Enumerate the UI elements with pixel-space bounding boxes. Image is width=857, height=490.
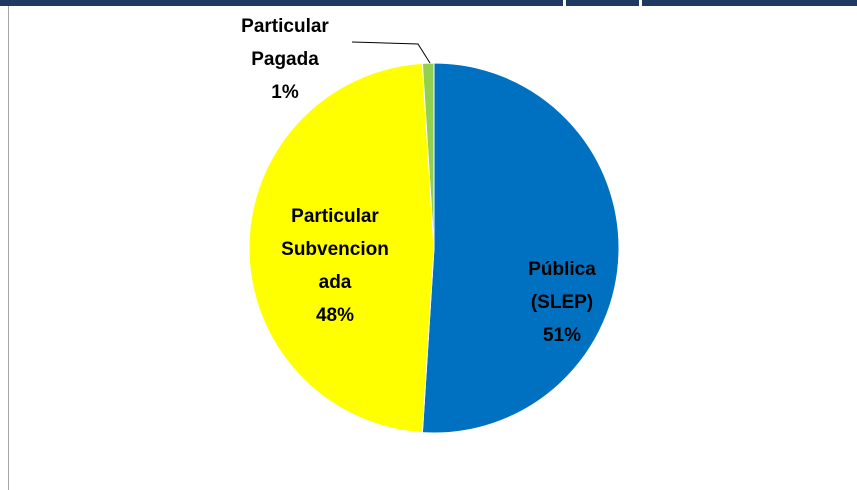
- top-bar-gap: [639, 0, 642, 6]
- category-label: Particular Pagada: [241, 16, 329, 70]
- pie: [248, 62, 620, 434]
- pie-slice: [421, 62, 620, 434]
- percent-label: 51%: [542, 325, 582, 346]
- leader-line: [351, 41, 431, 64]
- pie-slice: [421, 62, 435, 249]
- percent-label: 1%: [271, 82, 299, 103]
- category-label: Pública (SLEP): [528, 259, 596, 313]
- percent-label: 48%: [315, 305, 355, 326]
- pie-slice: [248, 62, 435, 434]
- category-label: Particular Subvencionada: [281, 206, 389, 293]
- top-bar-gap: [563, 0, 566, 6]
- data-label: Pública (SLEP) 51%: [507, 253, 617, 352]
- top-bar: [0, 0, 857, 6]
- data-label: Particular Pagada 1%: [226, 10, 344, 109]
- data-label: Particular Subvencionada 48%: [276, 200, 394, 332]
